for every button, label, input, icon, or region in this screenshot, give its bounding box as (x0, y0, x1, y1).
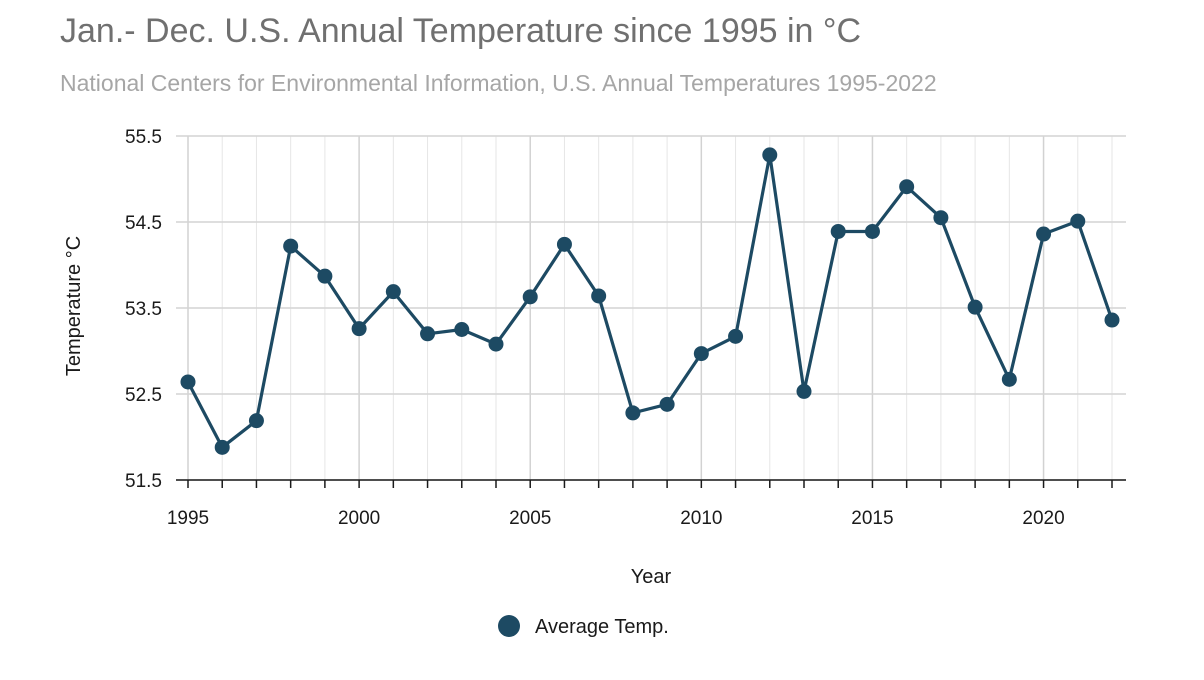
y-axis-title: Temperature °C (63, 236, 85, 376)
grid-lines (176, 135, 1126, 481)
data-point-2006[interactable] (556, 236, 572, 252)
x-tick-label-1995: 1995 (167, 508, 209, 529)
y-tick-label-55.5: 55.5 (125, 127, 162, 148)
x-tick-label-2000: 2000 (338, 508, 380, 529)
data-point-2022[interactable] (1104, 312, 1120, 328)
data-point-2007[interactable] (591, 288, 607, 304)
data-point-2008[interactable] (625, 405, 641, 421)
data-point-2020[interactable] (1036, 226, 1052, 242)
data-point-2016[interactable] (899, 179, 915, 195)
y-tick-label-52.5: 52.5 (125, 385, 162, 406)
data-point-2000[interactable] (351, 321, 367, 337)
series-average-temp (180, 147, 1120, 455)
x-tick-label-2020: 2020 (1022, 508, 1064, 529)
axes (176, 479, 1126, 488)
data-point-2021[interactable] (1070, 213, 1086, 229)
data-point-2017[interactable] (933, 210, 949, 226)
x-axis-title: Year (631, 566, 672, 588)
x-tick-label-2005: 2005 (509, 508, 551, 529)
data-point-2013[interactable] (796, 383, 812, 399)
tick-labels: 1995 2000 2005 2010 2015 2020 51.5 52.5 53.5 54.5… (125, 127, 1065, 529)
data-point-2003[interactable] (454, 322, 470, 337)
data-point-2010[interactable] (693, 346, 709, 362)
data-point-2018[interactable] (967, 299, 983, 315)
data-point-2001[interactable] (385, 284, 401, 300)
data-point-2005[interactable] (522, 289, 538, 305)
y-tick-label-53.5: 53.5 (125, 299, 162, 320)
data-point-2002[interactable] (420, 326, 436, 342)
x-tick-label-2010: 2010 (680, 508, 722, 529)
chart-subtitle: National Centers for Environmental Infor… (60, 70, 937, 96)
data-point-2012[interactable] (762, 147, 778, 163)
data-point-2015[interactable] (864, 223, 880, 239)
data-point-1999[interactable] (317, 268, 333, 284)
data-point-2004[interactable] (488, 336, 504, 352)
y-tick-label-51.5: 51.5 (125, 471, 162, 492)
x-tick-label-2015: 2015 (851, 508, 893, 529)
series-line (186, 153, 1114, 449)
y-tick-label-54.5: 54.5 (125, 213, 162, 234)
data-point-1996[interactable] (214, 439, 230, 455)
legend[interactable]: Average Temp. (498, 615, 669, 638)
data-point-1997[interactable] (248, 413, 264, 429)
data-point-2019[interactable] (1001, 371, 1017, 387)
data-point-2011[interactable] (728, 328, 744, 344)
legend-marker (498, 615, 520, 637)
data-point-1995[interactable] (180, 374, 196, 390)
legend-label-average-temp: Average Temp. (535, 616, 669, 638)
data-point-1998[interactable] (283, 238, 299, 254)
data-point-2009[interactable] (659, 396, 675, 412)
chart-title: Jan.- Dec. U.S. Annual Temperature since… (60, 12, 862, 50)
data-point-2014[interactable] (830, 223, 846, 239)
